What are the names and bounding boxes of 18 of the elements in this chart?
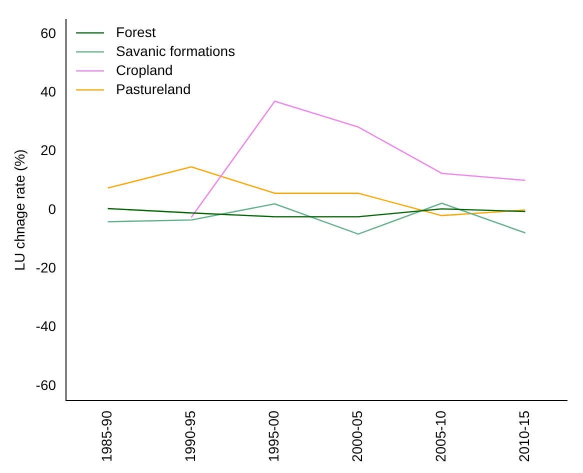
- x-tick-label: 2005-10: [432, 410, 449, 462]
- legend-label: Pastureland: [116, 80, 191, 97]
- legend-label: Cropland: [116, 62, 173, 78]
- y-tick-label: 40: [40, 84, 56, 100]
- y-tick-label: 20: [40, 142, 56, 158]
- y-tick-label: -60: [36, 376, 56, 393]
- y-tick-label: 0: [48, 200, 56, 217]
- x-tick-label: 2000-05: [349, 410, 366, 462]
- y-tick-label: 60: [40, 24, 56, 41]
- legend-label: Forest: [116, 24, 156, 40]
- legend-label: Savanic formations: [116, 42, 236, 59]
- x-tick-label: 1990-95: [182, 410, 198, 462]
- y-tick-label: -40: [36, 318, 56, 334]
- x-tick-label: 2010-15: [516, 410, 532, 462]
- y-axis-title: LU chnage rate (%): [11, 149, 28, 271]
- x-tick-label: 1995-00: [266, 410, 282, 462]
- y-tick-label: -20: [36, 260, 56, 276]
- x-tick-label: 1985-90: [98, 410, 115, 462]
